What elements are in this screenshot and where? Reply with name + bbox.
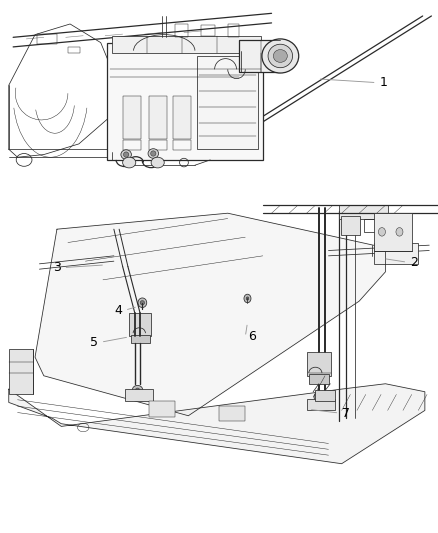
Ellipse shape — [244, 294, 251, 303]
Bar — [123, 140, 141, 150]
Text: 4: 4 — [114, 304, 122, 317]
Ellipse shape — [132, 385, 143, 395]
Ellipse shape — [148, 149, 159, 158]
Ellipse shape — [314, 392, 324, 402]
Ellipse shape — [138, 298, 147, 308]
Bar — [309, 374, 328, 384]
Bar — [339, 205, 388, 219]
Bar — [37, 34, 57, 44]
Bar — [173, 96, 191, 139]
Ellipse shape — [151, 157, 164, 168]
Bar — [149, 140, 167, 150]
Ellipse shape — [396, 228, 403, 236]
Bar — [175, 24, 188, 37]
Bar — [68, 47, 80, 53]
Ellipse shape — [317, 395, 321, 399]
Bar — [341, 216, 360, 235]
Polygon shape — [35, 213, 385, 416]
Ellipse shape — [246, 297, 249, 300]
Bar — [112, 36, 261, 53]
Ellipse shape — [140, 301, 145, 305]
Bar — [307, 352, 331, 376]
Text: 1: 1 — [379, 76, 387, 89]
Bar — [315, 390, 335, 401]
Bar — [149, 401, 175, 417]
Ellipse shape — [262, 39, 299, 73]
Bar — [374, 243, 418, 264]
Bar — [228, 24, 239, 37]
Ellipse shape — [123, 157, 136, 168]
Text: 3: 3 — [53, 261, 61, 274]
Bar — [239, 40, 280, 72]
Bar — [125, 389, 153, 401]
Bar — [149, 96, 167, 139]
Bar — [307, 399, 335, 410]
Bar — [107, 43, 263, 160]
Bar — [219, 406, 245, 421]
Ellipse shape — [135, 388, 140, 392]
Bar — [201, 25, 215, 36]
Text: 6: 6 — [248, 330, 256, 343]
Ellipse shape — [124, 152, 129, 157]
Bar — [374, 213, 412, 251]
Polygon shape — [9, 384, 425, 464]
Bar — [129, 313, 151, 336]
Ellipse shape — [273, 50, 287, 62]
Text: 7: 7 — [342, 407, 350, 419]
Bar — [197, 56, 258, 149]
Bar — [131, 335, 150, 343]
Bar — [173, 140, 191, 150]
Bar — [9, 349, 33, 394]
Ellipse shape — [268, 44, 293, 68]
Bar — [364, 219, 381, 232]
Ellipse shape — [378, 228, 385, 236]
Text: 2: 2 — [410, 256, 418, 269]
Ellipse shape — [151, 151, 156, 156]
Text: 5: 5 — [90, 336, 98, 349]
Bar — [123, 96, 141, 139]
Ellipse shape — [121, 150, 131, 159]
